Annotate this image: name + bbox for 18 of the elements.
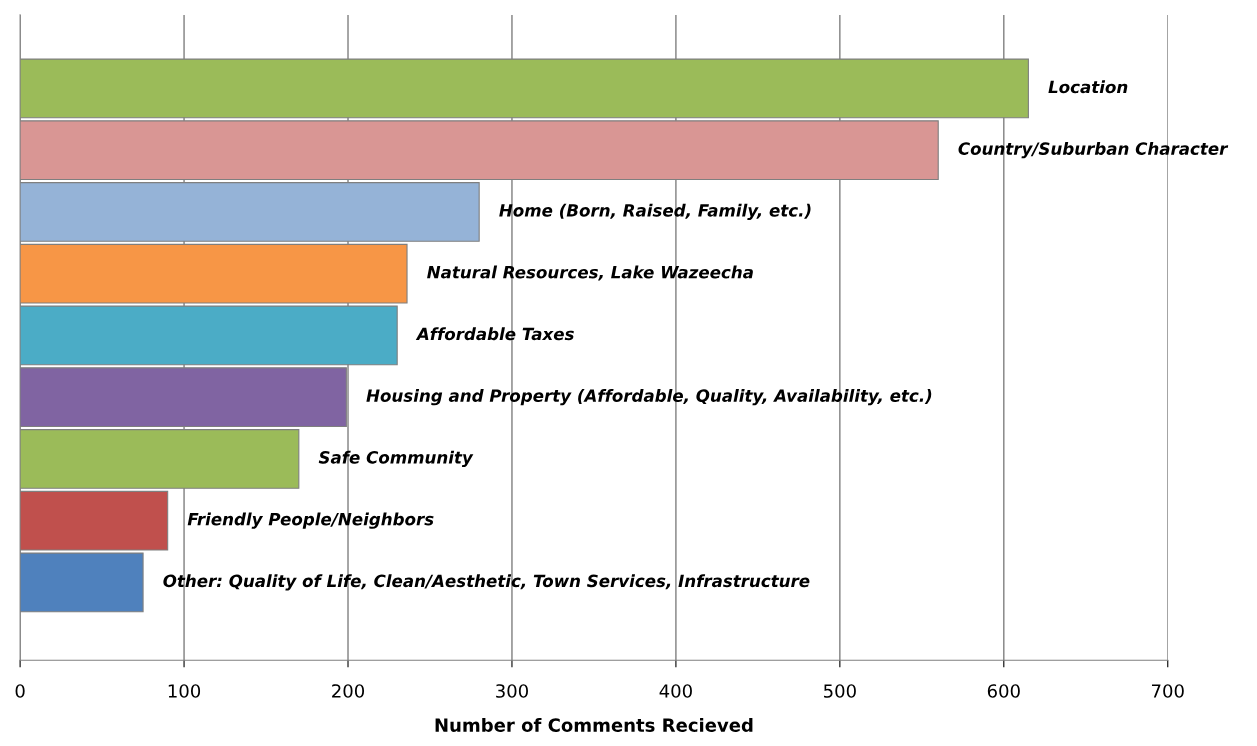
y-tick-label: Natural Resources, Lake Wazeecha (427, 265, 753, 281)
x-tick-label: 600 (987, 684, 1020, 698)
y-tick-label: Affordable Taxes (415, 327, 574, 341)
x-tick-label: 400 (659, 684, 692, 698)
y-tick-label: Country/Suburban Character (958, 142, 1229, 159)
y-tick-label: Housing and Property (Affordable, Quality, Availability, etc.) (366, 389, 932, 406)
y-tick-label: Friendly People/Neighbors (187, 512, 434, 529)
x-tick-label: 500 (824, 684, 856, 698)
y-tick-label: Location (1048, 80, 1128, 94)
y-tick-label: Home (Born, Raised, Family, etc.) (499, 203, 811, 221)
y-tick-label: Other: Quality of Life, Clean/Aesthetic, Town Services, Infrastructure (163, 574, 810, 591)
x-tick-label: 100 (168, 684, 201, 698)
x-tick-label: 700 (1152, 684, 1184, 698)
x-tick-label: 300 (496, 684, 528, 698)
y-tick-label: Safe Community (318, 450, 474, 468)
x-tick-label: 200 (332, 684, 365, 698)
x-axis-title: Number of Comments Recieved (435, 717, 753, 732)
x-tick-label: 0 (15, 684, 25, 698)
